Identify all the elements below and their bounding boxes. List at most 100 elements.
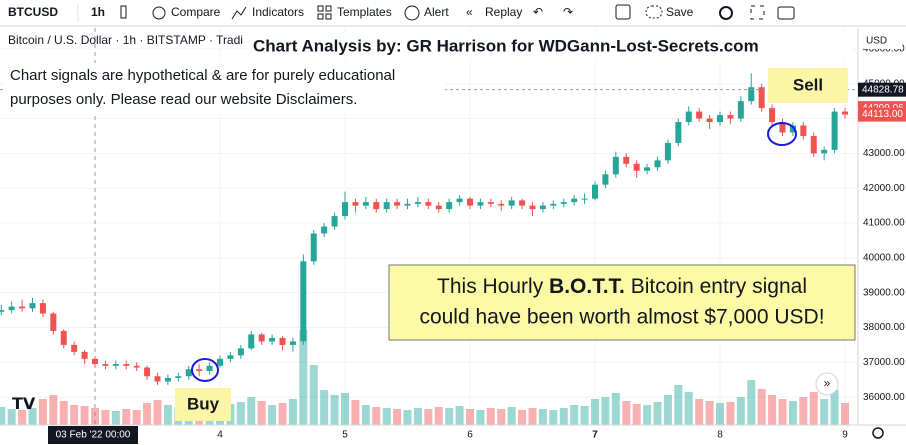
price-label-box: [858, 107, 906, 122]
interval[interactable]: 1h: [91, 5, 105, 19]
candle-body: [237, 348, 244, 356]
currency[interactable]: USD: [866, 36, 887, 47]
y-tick-label: 42000.00: [863, 183, 905, 194]
candle-body: [477, 202, 484, 206]
volume-bar: [424, 409, 433, 425]
symbol[interactable]: BTCUSD: [8, 5, 58, 19]
compare[interactable]: Compare: [171, 5, 221, 19]
settings[interactable]: [719, 6, 733, 20]
volume-bar: [7, 409, 16, 425]
candle-body: [154, 376, 161, 382]
candle-body: [394, 202, 401, 206]
candle-body: [769, 108, 776, 123]
currency-box: [864, 33, 902, 49]
candle-body: [612, 156, 619, 175]
candle-body: [800, 125, 807, 136]
save[interactable]: Save: [666, 5, 694, 19]
candle-body: [133, 365, 140, 368]
volume-bar: [466, 409, 475, 425]
volume-bar: [632, 404, 641, 425]
volume-bar: [538, 409, 547, 425]
volume-bar: [341, 393, 350, 425]
price-label: 44828.78: [862, 84, 904, 95]
volume-bar: [372, 407, 381, 425]
volume-bar: [18, 410, 27, 425]
candle-body: [581, 198, 588, 200]
callout-text: This Hourly: [437, 275, 549, 298]
snapshot[interactable]: [777, 6, 795, 20]
volume-bar: [528, 408, 537, 425]
candle-body: [92, 358, 99, 365]
x-tick-label: 7: [592, 430, 598, 441]
volume-bar: [101, 410, 110, 425]
volume-bar: [736, 397, 745, 425]
candle-body: [342, 202, 349, 217]
callout-text: Bitcoin entry signal: [625, 275, 807, 298]
candle-body: [675, 122, 682, 143]
candle-body: [206, 365, 213, 372]
volume-bar: [153, 400, 162, 425]
volume-bar: [132, 410, 141, 425]
candle-body: [102, 364, 109, 366]
volume-bar: [684, 392, 693, 425]
x-tick-label: 6: [467, 430, 473, 441]
volume-bar: [809, 392, 818, 425]
volume-bar: [695, 399, 704, 425]
alert[interactable]: Alert: [424, 5, 449, 19]
volume-bar: [716, 403, 725, 425]
candle-body: [81, 351, 88, 359]
candle-body: [508, 200, 515, 206]
candle-body: [373, 202, 380, 210]
volume-bar: [830, 390, 839, 425]
layout-icon[interactable]: [615, 4, 631, 20]
undo[interactable]: ↶: [533, 5, 543, 19]
chart-type-icon[interactable]: [120, 5, 127, 19]
sell-box: [768, 68, 848, 103]
volume-bar: [70, 405, 79, 425]
volume-bar: [768, 395, 777, 425]
y-tick-label: 38000.00: [863, 322, 905, 333]
y-tick-label: 40000.00: [863, 252, 905, 263]
volume-bar: [643, 405, 652, 425]
volume-bar: [674, 385, 683, 425]
indicators[interactable]: Indicators: [252, 5, 304, 19]
replay-icon[interactable]: «: [466, 5, 473, 19]
x-tick-label: 9: [842, 430, 848, 441]
fullscreen[interactable]: [750, 5, 765, 20]
volume-bar: [476, 410, 485, 425]
candle-body: [446, 202, 453, 210]
volume-bar: [49, 395, 58, 425]
candle-body: [696, 111, 703, 119]
axis-settings[interactable]: [872, 427, 884, 439]
scroll-icon: »: [824, 376, 831, 390]
sell-label: Sell: [793, 75, 823, 94]
candle-body: [123, 364, 130, 366]
candle-body: [435, 205, 442, 210]
y-tick-label: 39000.00: [863, 287, 905, 298]
redo[interactable]: ↷: [563, 5, 573, 19]
candle-body: [654, 160, 661, 168]
volume-bar: [236, 402, 245, 425]
volume-bar: [841, 403, 850, 425]
candle-body: [706, 118, 713, 123]
annotation-title: Chart Analysis by: GR Harrison for WDGan…: [253, 36, 759, 55]
candle-body: [571, 198, 578, 203]
replay[interactable]: Replay: [485, 5, 522, 19]
candle-body: [8, 306, 15, 311]
candle-body: [331, 216, 338, 227]
volume-bar: [278, 403, 287, 425]
volume-bar: [413, 408, 422, 425]
y-tick-label: 43000.00: [863, 148, 905, 159]
volume-bar: [163, 405, 172, 425]
callout-line: This Hourly B.O.T.T. Bitcoin entry signa…: [437, 275, 807, 298]
scroll-button[interactable]: [815, 372, 839, 396]
candle-body: [269, 337, 276, 342]
volume-bar: [601, 397, 610, 425]
volume-bar: [611, 393, 620, 425]
candle-body: [289, 341, 296, 345]
volume-bar: [518, 410, 527, 425]
templates[interactable]: Templates: [337, 5, 392, 19]
volume-bar: [122, 409, 131, 425]
volume-bar: [497, 409, 506, 425]
